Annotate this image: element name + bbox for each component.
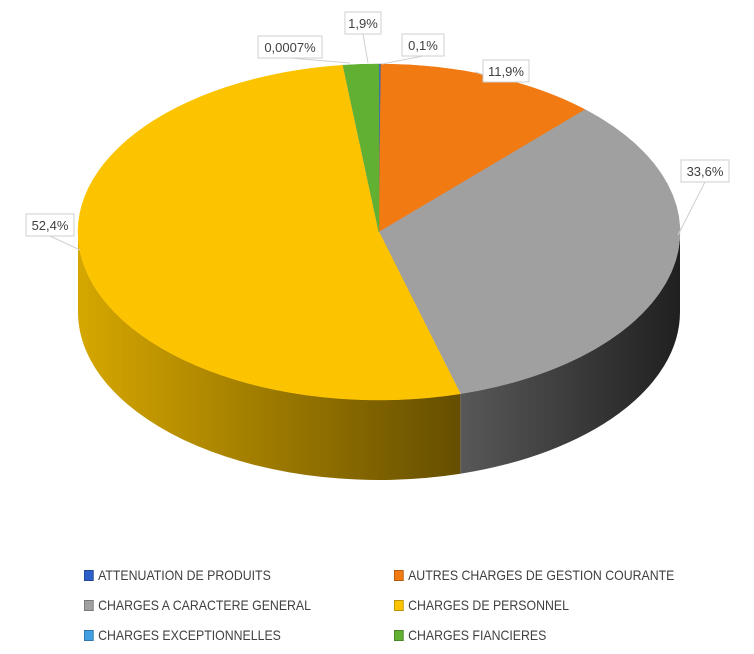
legend-swatch	[394, 569, 404, 581]
legend-item-charges-exceptionnelles: CHARGES EXCEPTIONNELLES	[84, 626, 357, 644]
pie-slice-2	[378, 109, 681, 395]
legend-item-attenuation-de-produits: ATTENUATION DE PRODUITS	[84, 566, 357, 584]
data-label-box-2	[680, 159, 730, 183]
pie-side-3	[78, 232, 461, 480]
pie-slice-5	[342, 63, 380, 233]
data-label-4: 0,0007%	[264, 40, 316, 55]
legend-swatch	[84, 599, 94, 611]
legend-item-charges-financieres: CHARGES FIANCIERES	[394, 626, 684, 644]
pie-side-2	[460, 232, 680, 474]
legend-item-autres-charges: AUTRES CHARGES DE GESTION COURANTE	[394, 566, 684, 584]
data-label-1: 11,9%	[488, 64, 524, 79]
data-label-box-0	[401, 33, 445, 57]
data-label-0: 0,1%	[408, 38, 438, 53]
data-label-5: 1,9%	[348, 16, 378, 31]
legend-item-charges-de-personnel: CHARGES DE PERSONNEL	[394, 596, 684, 614]
leader-line-0	[381, 55, 424, 65]
legend-item-charges-caractere-general: CHARGES A CARACTERE GENERAL	[84, 596, 357, 614]
legend: ATTENUATION DE PRODUITS AUTRES CHARGES D…	[84, 566, 724, 644]
data-label-box-4	[257, 35, 323, 59]
legend-swatch	[394, 629, 404, 641]
data-label-box-5	[344, 11, 382, 35]
data-label-box-3	[25, 213, 75, 237]
legend-swatch	[394, 599, 404, 611]
pie-slice-3	[77, 64, 461, 401]
leader-line-3	[49, 235, 81, 251]
leader-line-5	[362, 33, 369, 64]
data-label-box-1	[482, 59, 530, 83]
data-label-3: 52,4%	[32, 218, 69, 233]
legend-swatch	[84, 629, 94, 641]
data-label-2: 33,6%	[687, 164, 724, 179]
leader-line-2	[677, 181, 706, 236]
legend-swatch	[84, 569, 94, 581]
leader-line-4	[289, 57, 351, 64]
